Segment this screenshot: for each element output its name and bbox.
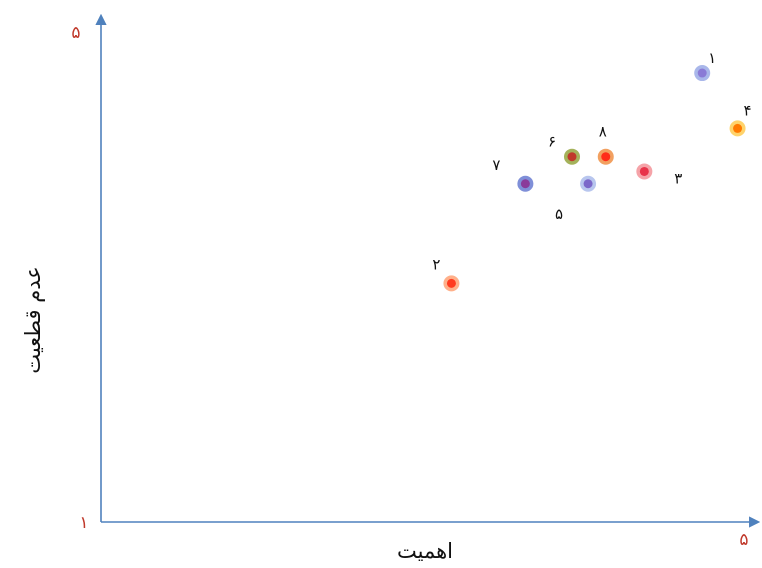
data-point-core — [520, 179, 530, 189]
data-point-label: ۶ — [548, 133, 556, 151]
data-point — [580, 175, 597, 192]
y-axis-title: عدم قطعیت — [21, 266, 45, 374]
data-points — [443, 65, 746, 292]
data-point-core — [567, 152, 577, 162]
data-point — [694, 65, 711, 82]
data-point-label: ۳ — [674, 169, 682, 187]
data-point — [729, 120, 746, 137]
data-point-label: ۱ — [708, 49, 716, 67]
data-point — [563, 148, 580, 165]
data-point-label: ۵ — [555, 205, 563, 223]
data-point-labels: ۱ ۲ ۳ ۴ ۵ ۶ ۷ ۸ — [432, 49, 751, 273]
data-point — [636, 163, 653, 180]
data-point-label: ۷ — [492, 156, 500, 174]
data-point — [597, 148, 614, 165]
data-point — [443, 275, 460, 292]
x-axis-title: اهمیت — [397, 539, 453, 563]
data-point-label: ۸ — [599, 123, 607, 141]
data-point-label: ۲ — [432, 255, 440, 273]
data-point-core — [697, 68, 707, 78]
data-point-core — [601, 152, 611, 162]
y-tick-label-bottom: ۱ — [79, 513, 88, 533]
data-point-core — [446, 278, 456, 288]
data-point — [517, 175, 534, 192]
data-point-core — [583, 179, 593, 189]
data-point-label: ۴ — [744, 101, 752, 119]
y-tick-label-top: ۵ — [71, 23, 80, 43]
x-tick-label-max: ۵ — [739, 530, 748, 550]
data-point-core — [639, 166, 649, 176]
data-point-core — [733, 123, 743, 133]
